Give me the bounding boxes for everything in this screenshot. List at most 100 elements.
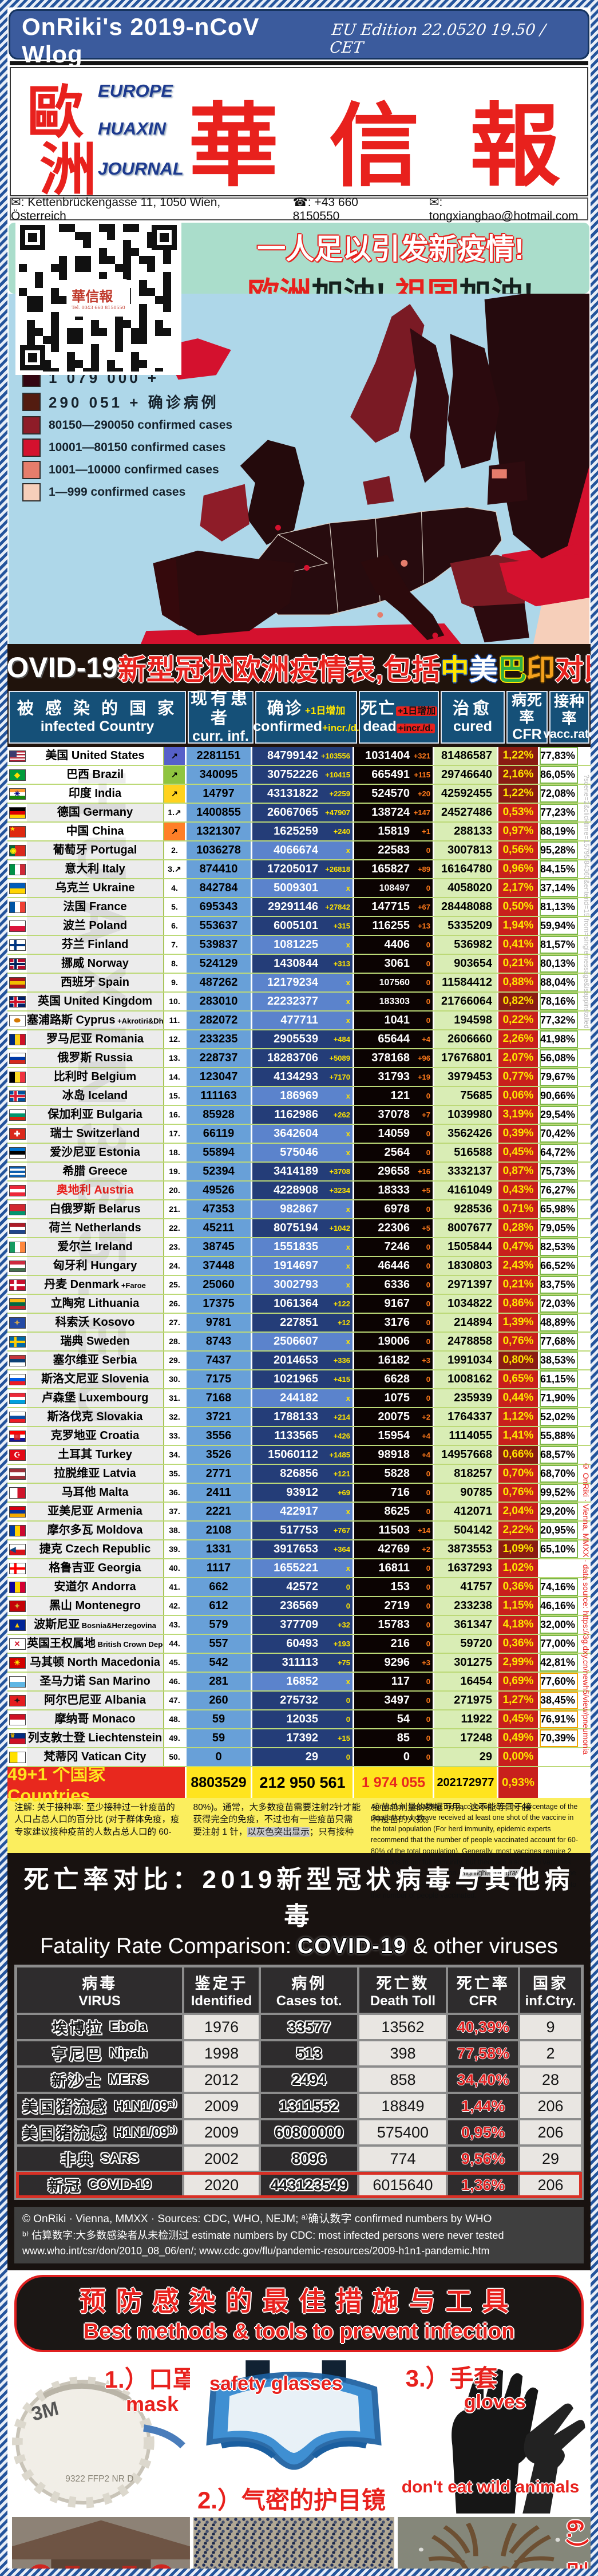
fatality-rows: 埃博拉 Ebola 1976 33577 13562 40,39% 9 亨尼巴 Nipah 199… bbox=[16, 2014, 583, 2198]
dead-increase: +16 bbox=[417, 1167, 430, 1176]
phone-number[interactable]: ☎: +43 660 8150550 bbox=[292, 195, 358, 223]
dead-cell: 9167 0 bbox=[353, 1295, 433, 1313]
dead-total: 65644 bbox=[378, 1033, 410, 1045]
rank-cell: 17. bbox=[163, 1125, 185, 1143]
country-flag-icon bbox=[9, 1751, 26, 1763]
country-name: 土耳其 Turkey bbox=[27, 1446, 163, 1464]
confirmed-total: 30752226 bbox=[267, 768, 318, 781]
country-flag-icon: ✳ bbox=[9, 788, 26, 800]
dead-cell: 98918 +4 bbox=[353, 1446, 433, 1464]
country-name: 塞浦路斯 Cyprus +Akrotiri&Dhekelia bbox=[27, 1012, 163, 1029]
rank-cell: 3.↗ bbox=[163, 860, 185, 878]
cfr-value: 0,50% bbox=[497, 898, 538, 916]
vaccination-rate: 59,94% bbox=[538, 917, 578, 935]
virus-cfr: 1,44% bbox=[447, 2093, 520, 2119]
flag-cell: ✦ bbox=[7, 1597, 27, 1615]
confirmed-total: 8075194 bbox=[274, 1222, 318, 1234]
legend-item: 10001—80150 confirmed cases bbox=[22, 438, 232, 457]
rank-cell: 6. bbox=[163, 917, 185, 935]
deer-photo: 6.）别吃野生动物 bbox=[397, 2516, 591, 2569]
rank-cell: 44. bbox=[163, 1635, 185, 1653]
cured-total: 233238 bbox=[433, 1597, 497, 1615]
virus-infected-countries: 2 bbox=[519, 2040, 583, 2067]
legend-label: 1001—10000 confirmed cases bbox=[49, 463, 219, 476]
country-flag-icon bbox=[9, 1241, 26, 1253]
table-row: ◆ 巴西 Brazil ↗ 340095 30752226 +10415 665491 +11… bbox=[7, 766, 591, 785]
rank-cell: 16. bbox=[163, 1106, 185, 1124]
logo-zh-ou: 歐 bbox=[27, 78, 84, 146]
stay-home-photo: stay at home 4.）少出门 bbox=[12, 2516, 190, 2569]
dead-total: 20075 bbox=[378, 1411, 410, 1423]
current-infections: 38745 bbox=[185, 1238, 251, 1256]
rank-cell: 34. bbox=[163, 1446, 185, 1464]
country-flag-icon: ▦ bbox=[9, 1430, 26, 1442]
confirmed-cell: 15060112 +1485 bbox=[251, 1446, 353, 1464]
confirmed-cell: 982867 x bbox=[251, 1200, 353, 1218]
virus-cases: 443123549 bbox=[259, 2172, 359, 2198]
dead-increase: +4 bbox=[422, 1451, 430, 1459]
current-infections: 47353 bbox=[185, 1200, 251, 1218]
cfr-value: 3,19% bbox=[497, 1106, 538, 1124]
dead-increase: 0 bbox=[426, 1299, 430, 1308]
confirmed-total: 1788133 bbox=[274, 1411, 318, 1423]
country-name: 巴西 Brazil bbox=[27, 766, 163, 784]
confirmed-cell: 1021965 +415 bbox=[251, 1370, 353, 1388]
confirmed-total: 4228908 bbox=[274, 1184, 318, 1196]
footnote-a: © OnRiki · Vienna, MMXX · Sources: CDC, … bbox=[22, 2213, 492, 2225]
table-row: ☪ 土耳其 Turkey 34. 3526 15060112 +1485 98918 +4 14… bbox=[7, 1446, 591, 1465]
confirmed-cell: 2014653 +336 bbox=[251, 1352, 353, 1369]
dead-total: 378168 bbox=[371, 1052, 410, 1064]
cured-total: 81486587 bbox=[433, 747, 497, 765]
confirmed-total: 1081225 bbox=[274, 938, 318, 951]
cured-total: 818257 bbox=[433, 1465, 497, 1483]
cfr-value: 0,97% bbox=[497, 823, 538, 840]
country-flag-icon: ◆ bbox=[9, 769, 26, 781]
dead-cell: 5828 0 bbox=[353, 1465, 433, 1483]
dead-total: 107560 bbox=[379, 977, 410, 987]
rank-cell: 41. bbox=[163, 1578, 185, 1596]
cfr-value: 0,86% bbox=[497, 1295, 538, 1313]
dead-cell: 4406 0 bbox=[353, 936, 433, 954]
confirmed-cell: 1133565 +426 bbox=[251, 1427, 353, 1445]
cfr-value: 0,66% bbox=[497, 1446, 538, 1464]
current-infections: 228737 bbox=[185, 1049, 251, 1067]
confirmed-total: 16852 bbox=[286, 1675, 318, 1688]
flag-cell bbox=[7, 1389, 27, 1407]
email-address[interactable]: ✉: tongxiangbao@hotmail.com bbox=[429, 195, 579, 223]
table-row: 白俄罗斯 Belarus 21. 47353 982867 x 6978 0 928536 0,… bbox=[7, 1200, 591, 1219]
current-infections: 662 bbox=[185, 1578, 251, 1596]
virus-cfr: 40,39% bbox=[447, 2014, 520, 2040]
confirmed-increase: +75 bbox=[337, 1658, 350, 1667]
dead-cell: 65644 +4 bbox=[353, 1030, 433, 1048]
vaccination-rate: 70,42% bbox=[538, 1125, 578, 1143]
cfr-value: 0,87% bbox=[497, 1163, 538, 1180]
virus-name: 美国猪流感 H1N1/09ᵃ⁾ bbox=[16, 2093, 184, 2119]
dead-cell: 16811 0 bbox=[353, 1559, 433, 1577]
confirmed-cell: 377709 +32 bbox=[251, 1616, 353, 1634]
cfr-value: 0,76% bbox=[497, 1333, 538, 1350]
vaccination-rate: 77,23% bbox=[538, 804, 578, 821]
dead-total: 1031404 bbox=[365, 749, 410, 762]
rank-cell: ↗ bbox=[163, 747, 185, 765]
country-name: 立陶宛 Lithuania bbox=[27, 1295, 163, 1313]
rank-cell: 30. bbox=[163, 1370, 185, 1388]
rank-cell: 2. bbox=[163, 841, 185, 859]
rank-cell: 46. bbox=[163, 1673, 185, 1690]
virus-cases: 8096 bbox=[259, 2146, 359, 2172]
title-part: 对比 bbox=[555, 654, 591, 686]
rank-cell: ↗ bbox=[163, 823, 185, 840]
table-row: 英国 United Kingdom 10. 283010 22232377 x 18330… bbox=[7, 993, 591, 1012]
cured-total: 903654 bbox=[433, 955, 497, 973]
fatality-col-header: 鉴定于 Identified bbox=[183, 1966, 260, 2014]
country-name: 西班牙 Spain bbox=[27, 974, 163, 991]
flag-cell: ☪ bbox=[7, 1446, 27, 1464]
vaccination-rate: 20,95% bbox=[538, 1522, 578, 1539]
current-infections: 612 bbox=[185, 1597, 251, 1615]
virus-death-toll: 575400 bbox=[358, 2119, 447, 2146]
dead-total: 16811 bbox=[378, 1562, 410, 1574]
vaccination-rate: 71,90% bbox=[538, 1389, 578, 1407]
cured-total: 1114055 bbox=[433, 1427, 497, 1445]
confirmed-total: 2905539 bbox=[274, 1033, 318, 1045]
confirmed-total: 5009301 bbox=[274, 882, 318, 894]
confirmed-cell: 43131822 +2259 bbox=[251, 785, 353, 803]
